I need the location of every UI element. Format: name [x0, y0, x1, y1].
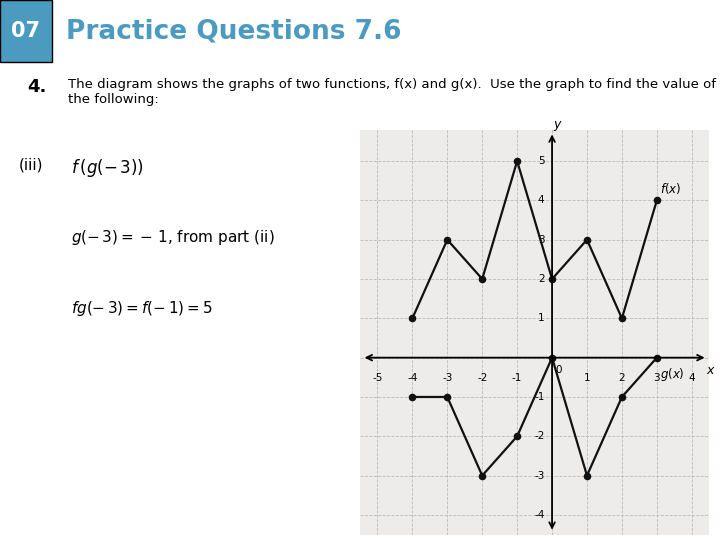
Point — [407, 314, 418, 323]
Text: $y$: $y$ — [554, 119, 563, 133]
Point — [441, 235, 453, 244]
Text: 1: 1 — [584, 373, 590, 383]
Text: $f(x)$: $f(x)$ — [660, 181, 681, 197]
Text: -2: -2 — [477, 373, 487, 383]
Text: 07: 07 — [12, 21, 40, 41]
Point — [651, 196, 662, 205]
Text: 2: 2 — [618, 373, 625, 383]
Text: $f\,(g(-\,3))$: $f\,(g(-\,3))$ — [71, 158, 144, 179]
Text: (iii): (iii) — [19, 158, 43, 172]
Point — [651, 353, 662, 362]
Text: -3: -3 — [442, 373, 452, 383]
Point — [616, 314, 628, 323]
Text: $x$: $x$ — [706, 364, 716, 377]
Text: -1: -1 — [534, 392, 544, 402]
Text: 5: 5 — [538, 156, 544, 166]
Point — [477, 471, 488, 480]
Point — [546, 353, 558, 362]
Text: The diagram shows the graphs of two functions, f(x) and g(x).  Use the graph to : The diagram shows the graphs of two func… — [68, 78, 716, 106]
Text: $g(x)$: $g(x)$ — [660, 366, 684, 382]
Text: 3: 3 — [654, 373, 660, 383]
Text: -1: -1 — [512, 373, 522, 383]
Point — [407, 393, 418, 401]
Text: -2: -2 — [534, 431, 544, 441]
Text: $g(-\,3) = -\,1$, from part (ii): $g(-\,3) = -\,1$, from part (ii) — [71, 228, 275, 247]
Point — [581, 235, 593, 244]
Text: -4: -4 — [534, 510, 544, 520]
Point — [581, 471, 593, 480]
Point — [477, 275, 488, 284]
Point — [616, 393, 628, 401]
Text: 2: 2 — [538, 274, 544, 284]
Point — [441, 393, 453, 401]
Text: Practice Questions 7.6: Practice Questions 7.6 — [66, 18, 402, 44]
Point — [546, 275, 558, 284]
Text: 1: 1 — [538, 313, 544, 323]
Point — [511, 432, 523, 441]
Text: 4: 4 — [538, 195, 544, 205]
Text: -4: -4 — [408, 373, 418, 383]
Text: 3: 3 — [538, 235, 544, 245]
Text: 0: 0 — [555, 365, 562, 375]
Text: 4: 4 — [688, 373, 695, 383]
Text: 4.: 4. — [27, 78, 47, 96]
FancyBboxPatch shape — [0, 0, 52, 62]
Text: -3: -3 — [534, 471, 544, 481]
Point — [511, 157, 523, 165]
Text: $fg(-\,3) = f(-\,1) = 5$: $fg(-\,3) = f(-\,1) = 5$ — [71, 299, 213, 318]
Text: -5: -5 — [372, 373, 382, 383]
